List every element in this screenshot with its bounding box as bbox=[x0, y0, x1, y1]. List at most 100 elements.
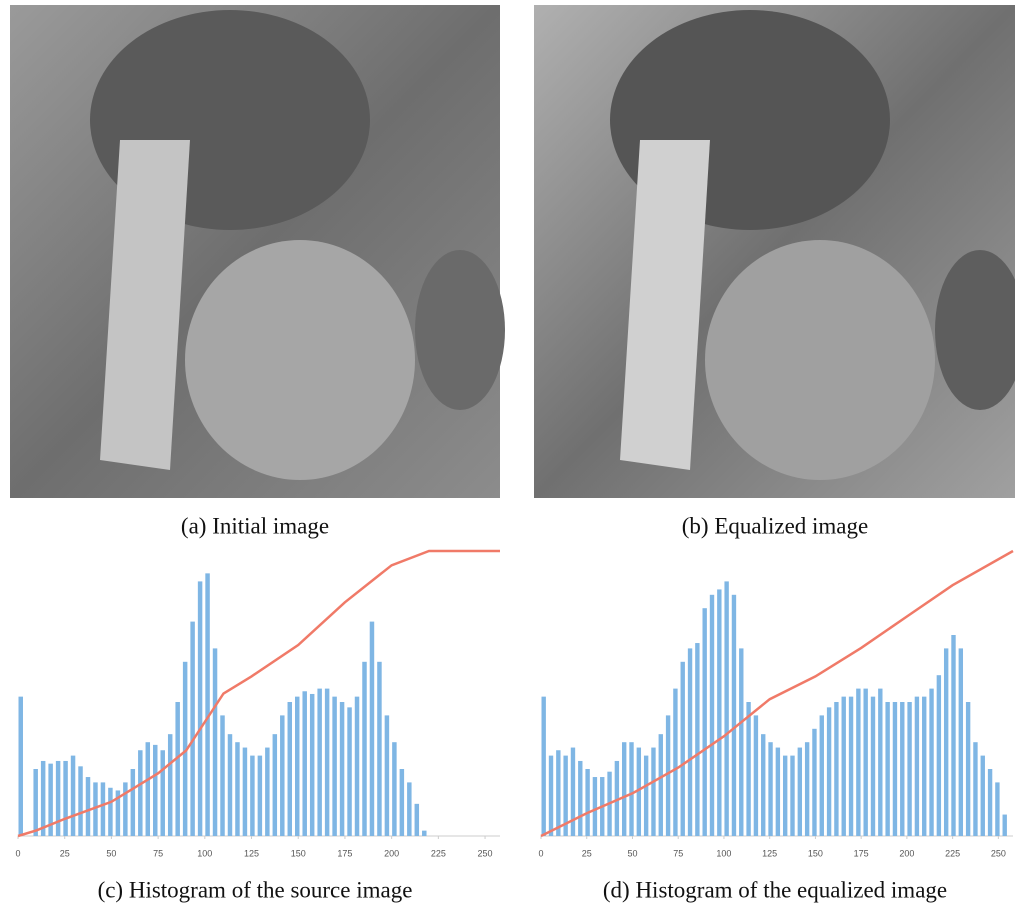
bar bbox=[130, 769, 136, 836]
bar bbox=[115, 790, 121, 836]
caption: (d) Histogram of the equalized image bbox=[603, 877, 947, 902]
bar bbox=[782, 755, 788, 836]
bar bbox=[93, 782, 98, 836]
bar bbox=[175, 702, 180, 836]
bar bbox=[585, 769, 590, 836]
x-tick-label: 225 bbox=[431, 848, 446, 858]
bar bbox=[280, 715, 285, 836]
x-tick-label: 100 bbox=[716, 848, 731, 858]
bar bbox=[812, 728, 817, 836]
bar bbox=[643, 755, 649, 836]
x-tick-label: 25 bbox=[60, 848, 70, 858]
bar bbox=[936, 675, 942, 836]
bar bbox=[841, 696, 846, 836]
cdf-line bbox=[17, 549, 500, 838]
bar bbox=[768, 742, 773, 836]
bar bbox=[943, 648, 949, 836]
bar bbox=[548, 755, 554, 836]
x-tick-label: 75 bbox=[153, 848, 163, 858]
bar bbox=[556, 750, 561, 836]
bar bbox=[324, 688, 330, 836]
bar bbox=[123, 782, 128, 836]
bar bbox=[863, 688, 868, 836]
cdf-line bbox=[540, 549, 1014, 838]
x-tick-label: 250 bbox=[478, 848, 493, 858]
bar bbox=[18, 696, 23, 836]
bar bbox=[190, 621, 195, 836]
bar bbox=[212, 648, 218, 836]
bar bbox=[731, 594, 737, 836]
bar bbox=[265, 747, 270, 836]
bar bbox=[870, 696, 876, 836]
bar bbox=[929, 688, 934, 836]
bar bbox=[369, 621, 375, 836]
bar bbox=[399, 769, 405, 836]
bar bbox=[257, 755, 263, 836]
x-tick-label: 200 bbox=[899, 848, 914, 858]
bar bbox=[347, 707, 352, 836]
bar bbox=[1002, 814, 1007, 836]
bar bbox=[309, 693, 315, 836]
bar bbox=[250, 755, 255, 836]
x-tick-label: 250 bbox=[991, 848, 1006, 858]
bar bbox=[578, 760, 583, 836]
bar bbox=[709, 594, 715, 836]
bar bbox=[78, 766, 83, 836]
bar bbox=[958, 648, 964, 836]
bar bbox=[717, 589, 722, 836]
bar bbox=[658, 734, 663, 836]
bar bbox=[629, 742, 634, 836]
bar bbox=[541, 696, 546, 836]
bar bbox=[922, 696, 927, 836]
bar bbox=[687, 648, 693, 836]
bar bbox=[848, 696, 854, 836]
caption: (b) Equalized image bbox=[682, 513, 868, 538]
bar bbox=[153, 744, 158, 836]
bar bbox=[826, 707, 832, 836]
bar bbox=[739, 648, 744, 836]
bar bbox=[220, 715, 225, 836]
bar bbox=[377, 661, 382, 836]
bar bbox=[70, 755, 76, 836]
bar bbox=[205, 573, 210, 836]
bar bbox=[392, 742, 397, 836]
image-a bbox=[10, 5, 505, 498]
bar bbox=[235, 742, 240, 836]
bar bbox=[422, 830, 427, 836]
bar bbox=[621, 742, 627, 836]
bar bbox=[951, 635, 956, 836]
x-tick-label: 100 bbox=[197, 848, 212, 858]
bar bbox=[182, 661, 188, 836]
bar bbox=[272, 734, 278, 836]
bar bbox=[570, 747, 576, 836]
bar bbox=[797, 747, 803, 836]
image-b bbox=[534, 5, 1015, 498]
bar bbox=[167, 734, 173, 836]
bar bbox=[294, 696, 300, 836]
bar bbox=[702, 608, 707, 836]
bar bbox=[563, 755, 568, 836]
bar bbox=[980, 755, 985, 836]
bar bbox=[995, 782, 1000, 836]
bar bbox=[40, 760, 46, 836]
bar bbox=[339, 702, 345, 836]
bar bbox=[761, 734, 766, 836]
bar bbox=[614, 760, 620, 836]
bar bbox=[987, 769, 993, 836]
bar bbox=[878, 688, 883, 836]
bar bbox=[407, 782, 412, 836]
caption: (c) Histogram of the source image bbox=[98, 877, 413, 902]
bar bbox=[85, 777, 91, 836]
bar bbox=[775, 747, 781, 836]
bar bbox=[63, 760, 68, 836]
bar bbox=[414, 803, 420, 836]
bar bbox=[332, 696, 337, 836]
bar bbox=[287, 702, 293, 836]
x-tick-label: 175 bbox=[854, 848, 869, 858]
bar bbox=[673, 688, 678, 836]
bar bbox=[145, 742, 151, 836]
bar bbox=[651, 747, 656, 836]
bar bbox=[746, 702, 751, 836]
bar bbox=[819, 715, 824, 836]
